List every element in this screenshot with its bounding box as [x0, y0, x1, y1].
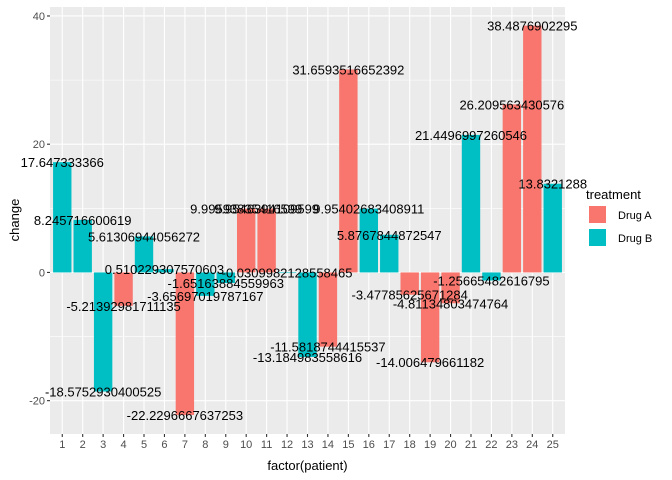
bar-patient-16 — [359, 208, 379, 273]
data-label-patient-4: -5.21392981711135 — [66, 299, 180, 314]
y-axis-title: change — [7, 199, 22, 242]
x-tick-label: 5 — [141, 439, 147, 451]
bar-patient-14 — [318, 272, 338, 347]
bar-patient-13 — [298, 272, 317, 357]
x-tick-label: 16 — [363, 439, 375, 451]
bar-patient-24 — [523, 25, 542, 273]
data-label-patient-18: -3.47785625671284 — [351, 288, 467, 303]
x-tick-label: 11 — [261, 439, 272, 451]
bar-patient-9 — [216, 272, 235, 284]
bar-patient-4 — [114, 272, 133, 306]
bar-patient-19 — [420, 272, 440, 363]
bar-patient-21 — [461, 134, 481, 273]
bar-patient-10 — [236, 208, 256, 273]
bar-patient-11 — [257, 208, 276, 273]
data-label-patient-19: -14.006479661182 — [376, 355, 484, 370]
data-label-patient-17: 5.8767844872547 — [337, 228, 442, 243]
x-tick-label: 24 — [526, 439, 538, 451]
bar-patient-17 — [380, 234, 399, 273]
x-tick-label: 19 — [424, 439, 436, 451]
x-tick-label: 23 — [506, 439, 518, 451]
y-tick-label: -20 — [29, 396, 45, 408]
bar-patient-8 — [196, 272, 215, 296]
data-label-patient-23: 26.209563430576 — [459, 97, 564, 112]
data-label-patient-8: -3.65697019787167 — [147, 289, 263, 304]
x-tick-label: 17 — [383, 439, 395, 451]
bar-patient-22 — [482, 272, 501, 281]
x-tick-label: 21 — [465, 439, 477, 451]
data-label-patient-9: -1.65163884559963 — [168, 276, 284, 291]
x-tick-label: 7 — [182, 439, 188, 451]
x-tick-label: 12 — [281, 439, 293, 451]
data-label-patient-24: 38.4876902295 — [487, 19, 577, 34]
data-label-patient-22: -1.25665482616795 — [433, 273, 549, 288]
data-label-patient-20: -4.81134803474764 — [393, 296, 508, 311]
x-tick-label: 18 — [404, 439, 416, 451]
y-tick-label: 20 — [33, 139, 45, 151]
x-tick-label: 4 — [121, 439, 127, 451]
legend-title: treatment — [586, 187, 641, 202]
bar-patient-18 — [400, 272, 419, 295]
x-tick-label: 10 — [240, 439, 252, 451]
x-tick-label: 15 — [342, 439, 354, 451]
x-tick-label: 25 — [547, 439, 559, 451]
data-label-patient-16: 9.95402683408911 — [313, 202, 424, 217]
x-tick-label: 14 — [322, 439, 334, 451]
x-tick-label: 1 — [59, 439, 65, 451]
data-label-patient-12: -0.0309982128558465 — [222, 266, 353, 281]
bar-patient-5 — [134, 236, 154, 273]
bars-group — [53, 25, 562, 415]
data-label-patient-7: -22.2296667637253 — [127, 408, 243, 423]
data-label-patient-5: 5.61306944056272 — [88, 229, 200, 244]
bar-patient-7 — [175, 272, 195, 415]
x-axis-title: factor(patient) — [267, 458, 347, 473]
bar-patient-25 — [543, 183, 562, 273]
data-label-patient-15: 31.6593516652392 — [292, 62, 404, 77]
data-label-patient-21: 21.4496997260546 — [415, 128, 527, 143]
legend-label-drug-b: Drug B — [618, 233, 652, 245]
y-tick-label: 0 — [39, 267, 45, 279]
x-tick-label: 8 — [202, 439, 208, 451]
bar-patient-23 — [502, 104, 522, 273]
data-label-patient-11: 9.9546394109599 — [214, 202, 319, 217]
bar-patient-15 — [339, 69, 358, 273]
x-tick-label: 2 — [80, 439, 86, 451]
bar-patient-1 — [53, 162, 72, 273]
bar-patient-2 — [73, 219, 92, 273]
data-label-patient-13: -13.184983558616 — [253, 350, 362, 365]
x-axis: 1 2 3 4 5 6 7 8 9 10 11 12 13 14 15 16 17 18 19 20 21 22 23 24 2… — [59, 434, 559, 451]
data-label-patient-2: 8.245716600619 — [34, 213, 132, 228]
y-tick-label: 40 — [33, 11, 45, 23]
bar-patient-12 — [277, 272, 297, 274]
data-label-patient-10: 9.99593835416599 — [190, 202, 302, 217]
data-label-patient-6: 0.510229307570603 — [105, 262, 224, 277]
x-tick-label: 3 — [100, 439, 106, 451]
x-tick-label: 6 — [161, 439, 167, 451]
data-label-patient-1: 17.647333366 — [21, 155, 104, 170]
legend-label-drug-a: Drug A — [618, 210, 652, 222]
data-label-patient-3: -18.5752930400525 — [45, 385, 161, 400]
bar-patient-3 — [93, 272, 113, 392]
bar-patient-6 — [155, 269, 174, 273]
x-tick-label: 22 — [485, 439, 497, 451]
bar-patient-20 — [441, 272, 460, 304]
data-label-patient-25: 13.8321288 — [518, 177, 587, 192]
x-tick-label: 13 — [301, 439, 313, 451]
data-label-patient-14: -11.5818744415537 — [270, 340, 385, 355]
y-axis: -20 0 20 40 — [29, 11, 50, 408]
legend-key-drug-b — [589, 229, 606, 246]
x-tick-label: 9 — [223, 439, 229, 451]
legend: treatment Drug A Drug B — [586, 187, 652, 246]
legend-key-drug-a — [589, 206, 606, 223]
x-tick-label: 20 — [444, 439, 456, 451]
data-labels-group: 17.647333366 8.245716600619 -18.5752930400… — [21, 19, 587, 423]
